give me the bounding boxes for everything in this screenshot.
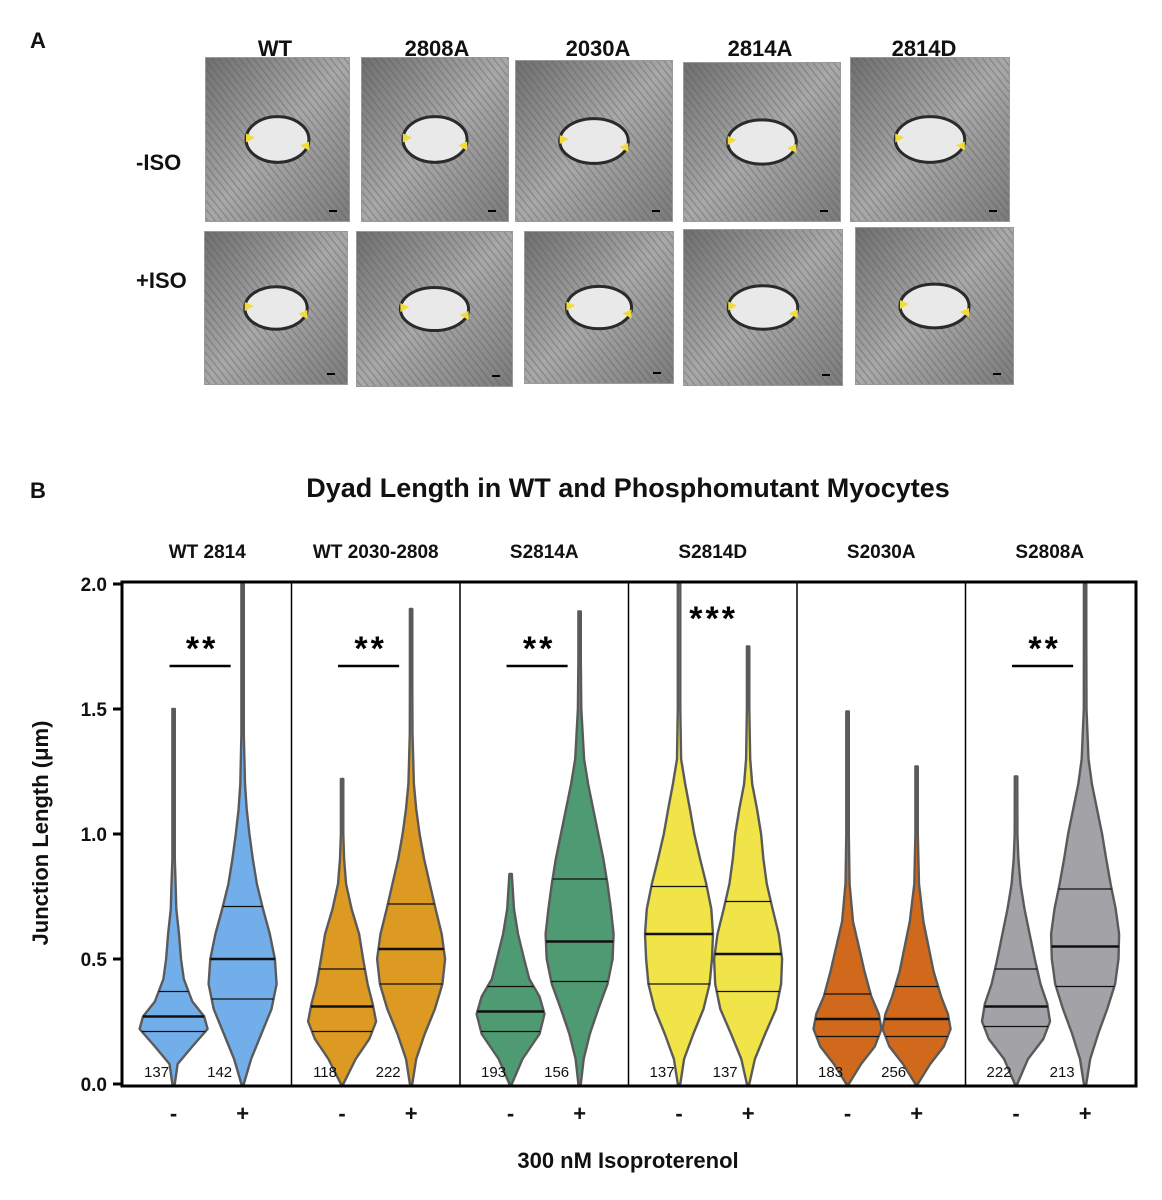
- x-tick-label: -: [338, 1101, 345, 1126]
- micrograph-wt-minus-iso: [205, 57, 350, 222]
- x-tick-label: +: [742, 1101, 755, 1126]
- n-label: 137: [713, 1064, 738, 1081]
- x-tick-label: -: [170, 1101, 177, 1126]
- x-tick-label: +: [573, 1101, 586, 1126]
- group-label: WT 2814: [169, 542, 247, 563]
- n-label: 142: [207, 1064, 232, 1081]
- violin-minus: [475, 872, 546, 1085]
- micrograph-2814d-minus-iso: [850, 57, 1010, 222]
- n-label: 213: [1050, 1064, 1075, 1081]
- n-label: 222: [376, 1064, 401, 1081]
- row-label-minus-iso: -ISO: [136, 150, 182, 175]
- y-tick-label: 0.5: [81, 950, 108, 971]
- micrograph-2030a-plus-iso: [524, 231, 674, 384]
- significance-stars: **: [186, 630, 218, 668]
- y-tick-label: 2.0: [81, 575, 107, 596]
- x-tick-label: -: [675, 1101, 682, 1126]
- group-label: S2814D: [678, 542, 747, 563]
- violin-plus: [881, 765, 952, 1085]
- violin-plus: [544, 610, 615, 1085]
- x-tick-label: -: [507, 1101, 514, 1126]
- significance-stars: **: [523, 630, 555, 668]
- violin-chart: Dyad Length in WT and Phosphomutant Myoc…: [28, 473, 1138, 1173]
- n-label: 193: [481, 1064, 506, 1081]
- x-axis-ticks: - + - + - + - + - + - +: [170, 1101, 1092, 1126]
- n-label: 222: [987, 1064, 1012, 1081]
- micrograph-2814d-plus-iso: [855, 227, 1014, 385]
- micrograph-2030a-minus-iso: [515, 60, 673, 222]
- x-tick-label: -: [844, 1101, 851, 1126]
- significance-stars: **: [354, 630, 386, 668]
- y-tick-label: 1.0: [81, 825, 107, 846]
- chart-title: Dyad Length in WT and Phosphomutant Myoc…: [306, 473, 950, 503]
- violin-plus: [207, 582, 278, 1085]
- x-tick-label: +: [1079, 1101, 1092, 1126]
- micrograph-2814a-minus-iso: [683, 62, 841, 222]
- violin-minus: [138, 707, 209, 1085]
- group-label: S2808A: [1015, 542, 1084, 563]
- column-label-2814a: 2814A: [727, 36, 793, 61]
- group-dividers: [290, 582, 967, 1086]
- violin-plus: [712, 645, 784, 1085]
- n-label: 256: [881, 1064, 906, 1081]
- panel-a-letter: A: [30, 28, 46, 53]
- y-axis-label: Junction Length (μm): [28, 721, 53, 946]
- violin-plots: [138, 582, 1121, 1085]
- micrograph-wt-plus-iso: [204, 231, 348, 385]
- significance-annotations: ** ** *******: [169, 600, 1074, 668]
- row-label-plus-iso: +ISO: [136, 268, 187, 293]
- n-label: 156: [544, 1064, 569, 1081]
- violin-plus: [375, 607, 447, 1085]
- group-label: S2030A: [847, 542, 916, 563]
- panel-b-letter: B: [30, 478, 46, 503]
- column-label-2814d: 2814D: [891, 36, 957, 61]
- column-label-2030a: 2030A: [565, 36, 631, 61]
- group-label: S2814A: [510, 542, 579, 563]
- n-label: 137: [650, 1064, 675, 1081]
- column-label-2808a: 2808A: [404, 36, 470, 61]
- group-label: WT 2030-2808: [313, 542, 439, 563]
- group-labels: WT 2814 WT 2030-2808 S2814A S2814D S2030A S28…: [169, 542, 1085, 563]
- micrograph-2808a-plus-iso: [356, 231, 513, 387]
- violin-minus: [306, 777, 378, 1085]
- column-label-wt: WT: [257, 36, 293, 61]
- sample-size-labels: 137 142 118 222 193 156 137 137 183 256 222 213: [144, 1064, 1075, 1081]
- significance-stars: ***: [689, 600, 738, 638]
- x-tick-label: +: [910, 1101, 923, 1126]
- violin-minus: [643, 582, 715, 1085]
- micrograph-2808a-minus-iso: [361, 57, 509, 222]
- n-label: 183: [818, 1064, 843, 1081]
- x-tick-label: -: [1012, 1101, 1019, 1126]
- x-tick-label: +: [405, 1101, 418, 1126]
- n-label: 137: [144, 1064, 169, 1081]
- y-tick-label: 1.5: [81, 700, 108, 721]
- plot-frame: [120, 580, 1138, 1088]
- violin-minus: [812, 710, 883, 1085]
- y-axis-ticks: 0.0 0.5 1.0 1.5 2.0: [81, 575, 123, 1096]
- n-label: 118: [313, 1064, 337, 1081]
- micrograph-2814a-plus-iso: [683, 229, 843, 386]
- x-tick-label: +: [236, 1101, 249, 1126]
- significance-stars: **: [1028, 630, 1060, 668]
- x-axis-label: 300 nM Isoproterenol: [517, 1148, 738, 1173]
- violin-minus: [980, 775, 1052, 1085]
- violin-plus: [1049, 582, 1121, 1085]
- y-tick-label: 0.0: [81, 1075, 107, 1096]
